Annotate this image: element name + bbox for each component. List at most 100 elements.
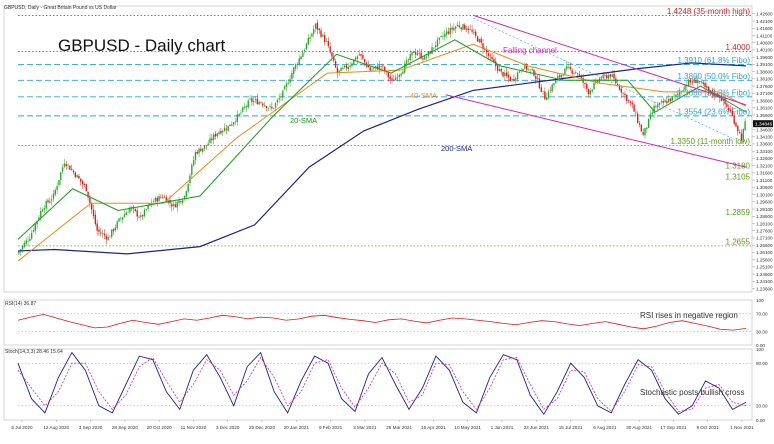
candle-body xyxy=(434,45,437,48)
price-tick-label: 1.23600 xyxy=(756,286,773,291)
candle-body xyxy=(349,65,351,68)
candle-body xyxy=(274,103,277,108)
candle-body xyxy=(444,33,446,37)
candle-body xyxy=(278,98,280,100)
sma40-label: 40-SMA xyxy=(410,91,437,100)
candle-body xyxy=(638,123,641,125)
price-tick-label: 1.28100 xyxy=(756,221,773,226)
candle-body xyxy=(515,78,517,80)
candle-body xyxy=(143,209,146,217)
stoch-tick-label: 0.00 xyxy=(756,418,765,423)
candle-body xyxy=(595,80,597,83)
price-tick-label: 1.25100 xyxy=(756,265,773,270)
candle-body xyxy=(291,73,293,80)
candle-body xyxy=(702,82,704,84)
candle-body xyxy=(647,118,650,128)
candle-body xyxy=(658,102,661,105)
candle-body xyxy=(451,27,453,30)
candle-body xyxy=(67,164,69,166)
candle-body xyxy=(660,101,663,103)
candle-body xyxy=(378,65,380,70)
candle-body xyxy=(242,107,244,112)
level-label: 1.3180 xyxy=(726,161,751,170)
sma-40-line xyxy=(17,43,747,262)
candle-body xyxy=(61,167,64,172)
candle-body xyxy=(720,97,723,102)
candle-body xyxy=(591,89,593,92)
candle-body xyxy=(649,114,652,119)
candle-body xyxy=(487,53,490,56)
time-tick-label: 20 Oct 2020 xyxy=(147,425,172,430)
candle-body xyxy=(653,105,655,114)
candle-body xyxy=(655,106,657,108)
candle-body xyxy=(613,73,615,79)
candle-body xyxy=(724,98,726,105)
candle-body xyxy=(600,78,603,80)
candle-body xyxy=(420,52,422,59)
candle-body xyxy=(364,59,366,63)
candle-body xyxy=(262,103,264,106)
candle-body xyxy=(229,124,231,126)
current-price-box xyxy=(753,120,773,128)
level-label: 1.2655 xyxy=(726,237,751,246)
falling-channel-label: Falling channel xyxy=(503,46,557,55)
candle-body xyxy=(100,232,102,234)
candle-body xyxy=(38,217,40,220)
candle-body xyxy=(47,200,49,203)
candle-body xyxy=(731,111,734,116)
candle-body xyxy=(533,69,535,76)
candle-body xyxy=(218,132,220,135)
candle-body xyxy=(54,189,57,195)
candle-body xyxy=(327,41,330,46)
price-tick-label: 1.41100 xyxy=(756,33,773,38)
candle-body xyxy=(516,72,519,80)
candle-body xyxy=(551,84,553,92)
candle-body xyxy=(320,30,322,37)
candle-body xyxy=(464,24,466,30)
candle-body xyxy=(471,29,473,32)
candle-body xyxy=(504,72,506,77)
candle-body xyxy=(158,196,160,202)
candle-body xyxy=(615,78,617,84)
candle-body xyxy=(445,31,448,35)
candle-body xyxy=(436,39,439,47)
candle-body xyxy=(220,131,222,134)
candle-body xyxy=(374,66,377,68)
candle-body xyxy=(161,197,164,198)
candle-body xyxy=(125,212,127,215)
candle-body xyxy=(657,104,659,108)
candle-body xyxy=(618,85,621,90)
candle-body xyxy=(325,41,328,42)
candle-body xyxy=(198,148,200,154)
candle-body xyxy=(307,38,309,45)
candle-body xyxy=(207,143,209,146)
candle-body xyxy=(87,191,89,198)
candle-body xyxy=(416,53,419,55)
candle-body xyxy=(323,35,326,42)
candle-body xyxy=(293,67,295,74)
candle-body xyxy=(673,95,675,97)
candle-body xyxy=(329,46,331,53)
candle-body xyxy=(675,94,677,97)
candle-body xyxy=(409,54,411,61)
candle-body xyxy=(163,197,166,198)
candle-body xyxy=(311,33,313,37)
candle-body xyxy=(405,60,408,64)
price-tick-label: 1.26600 xyxy=(756,243,773,248)
time-tick-label: 15 Jul 2021 xyxy=(559,425,583,430)
candle-body xyxy=(380,66,382,67)
candle-body xyxy=(505,72,508,76)
level-label: 1.3350 (11-month low) xyxy=(671,137,751,146)
candle-body xyxy=(402,71,404,74)
candle-body xyxy=(356,56,359,59)
candle-body xyxy=(498,69,501,72)
price-tick-label: 1.35600 xyxy=(756,113,773,118)
candle-body xyxy=(544,91,546,100)
candle-body xyxy=(484,48,486,51)
candle-body xyxy=(72,170,75,173)
time-tick-label: 11 Nov 2020 xyxy=(181,425,207,430)
candle-body xyxy=(203,145,206,149)
candle-body xyxy=(40,211,42,218)
